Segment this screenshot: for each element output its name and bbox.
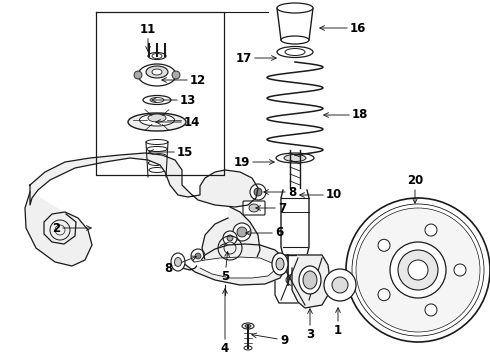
Circle shape (195, 253, 201, 259)
Ellipse shape (138, 64, 176, 86)
Ellipse shape (128, 113, 186, 131)
Circle shape (390, 242, 446, 298)
Text: 6: 6 (246, 226, 283, 239)
Circle shape (425, 224, 437, 236)
Ellipse shape (152, 69, 162, 75)
Polygon shape (292, 255, 330, 308)
Ellipse shape (146, 139, 168, 144)
Circle shape (219, 244, 231, 256)
Circle shape (398, 250, 438, 290)
Text: 13: 13 (152, 94, 196, 107)
Ellipse shape (276, 153, 314, 163)
Ellipse shape (140, 114, 174, 126)
Circle shape (378, 289, 390, 301)
Text: 17: 17 (236, 51, 276, 64)
Text: 20: 20 (407, 174, 423, 203)
Circle shape (172, 71, 180, 79)
Ellipse shape (148, 114, 166, 122)
Text: 2: 2 (52, 221, 91, 234)
Text: 15: 15 (149, 145, 194, 158)
Text: 7: 7 (256, 202, 286, 215)
Ellipse shape (285, 49, 305, 55)
Text: 8: 8 (264, 185, 296, 198)
Text: 1: 1 (334, 308, 342, 337)
Ellipse shape (148, 161, 166, 166)
Ellipse shape (277, 46, 313, 58)
Ellipse shape (276, 258, 284, 270)
Circle shape (254, 188, 262, 196)
Text: 10: 10 (300, 189, 342, 202)
Polygon shape (195, 257, 275, 278)
Ellipse shape (299, 266, 321, 294)
Circle shape (356, 208, 480, 332)
Circle shape (352, 204, 484, 336)
Circle shape (346, 198, 490, 342)
Ellipse shape (249, 204, 259, 212)
Ellipse shape (143, 95, 171, 104)
Polygon shape (175, 244, 286, 285)
Circle shape (324, 269, 356, 301)
Ellipse shape (242, 323, 254, 329)
Text: 14: 14 (156, 116, 200, 129)
Polygon shape (277, 8, 313, 40)
Circle shape (408, 260, 428, 280)
Circle shape (191, 249, 205, 263)
Ellipse shape (245, 324, 251, 328)
Circle shape (454, 264, 466, 276)
Ellipse shape (174, 257, 181, 266)
FancyBboxPatch shape (243, 201, 265, 215)
Ellipse shape (147, 153, 167, 158)
Ellipse shape (146, 66, 168, 78)
Text: 11: 11 (140, 23, 156, 51)
Circle shape (378, 239, 390, 251)
Ellipse shape (149, 167, 165, 172)
Ellipse shape (284, 154, 306, 162)
Text: 16: 16 (320, 22, 367, 35)
Text: 19: 19 (234, 156, 274, 168)
Text: 3: 3 (306, 309, 314, 341)
Circle shape (425, 304, 437, 316)
Text: 9: 9 (252, 333, 288, 346)
Circle shape (222, 247, 228, 253)
Ellipse shape (171, 253, 185, 271)
Circle shape (237, 227, 247, 237)
Circle shape (223, 231, 237, 245)
Circle shape (250, 184, 266, 200)
Text: 12: 12 (162, 73, 206, 86)
Text: 8: 8 (164, 256, 196, 274)
Ellipse shape (272, 253, 288, 275)
Ellipse shape (244, 346, 252, 350)
Ellipse shape (286, 274, 304, 286)
Circle shape (233, 223, 251, 241)
Circle shape (134, 71, 142, 79)
Text: 5: 5 (221, 252, 229, 283)
Polygon shape (275, 255, 315, 303)
Text: 4: 4 (221, 289, 229, 355)
Polygon shape (202, 207, 260, 274)
Polygon shape (25, 192, 92, 266)
Ellipse shape (277, 3, 313, 13)
Circle shape (227, 235, 233, 241)
Polygon shape (30, 153, 258, 207)
Ellipse shape (281, 36, 309, 44)
Ellipse shape (150, 98, 164, 103)
Ellipse shape (303, 271, 317, 289)
Circle shape (332, 277, 348, 293)
Text: 18: 18 (324, 108, 368, 122)
Ellipse shape (148, 53, 166, 59)
Ellipse shape (147, 147, 167, 152)
